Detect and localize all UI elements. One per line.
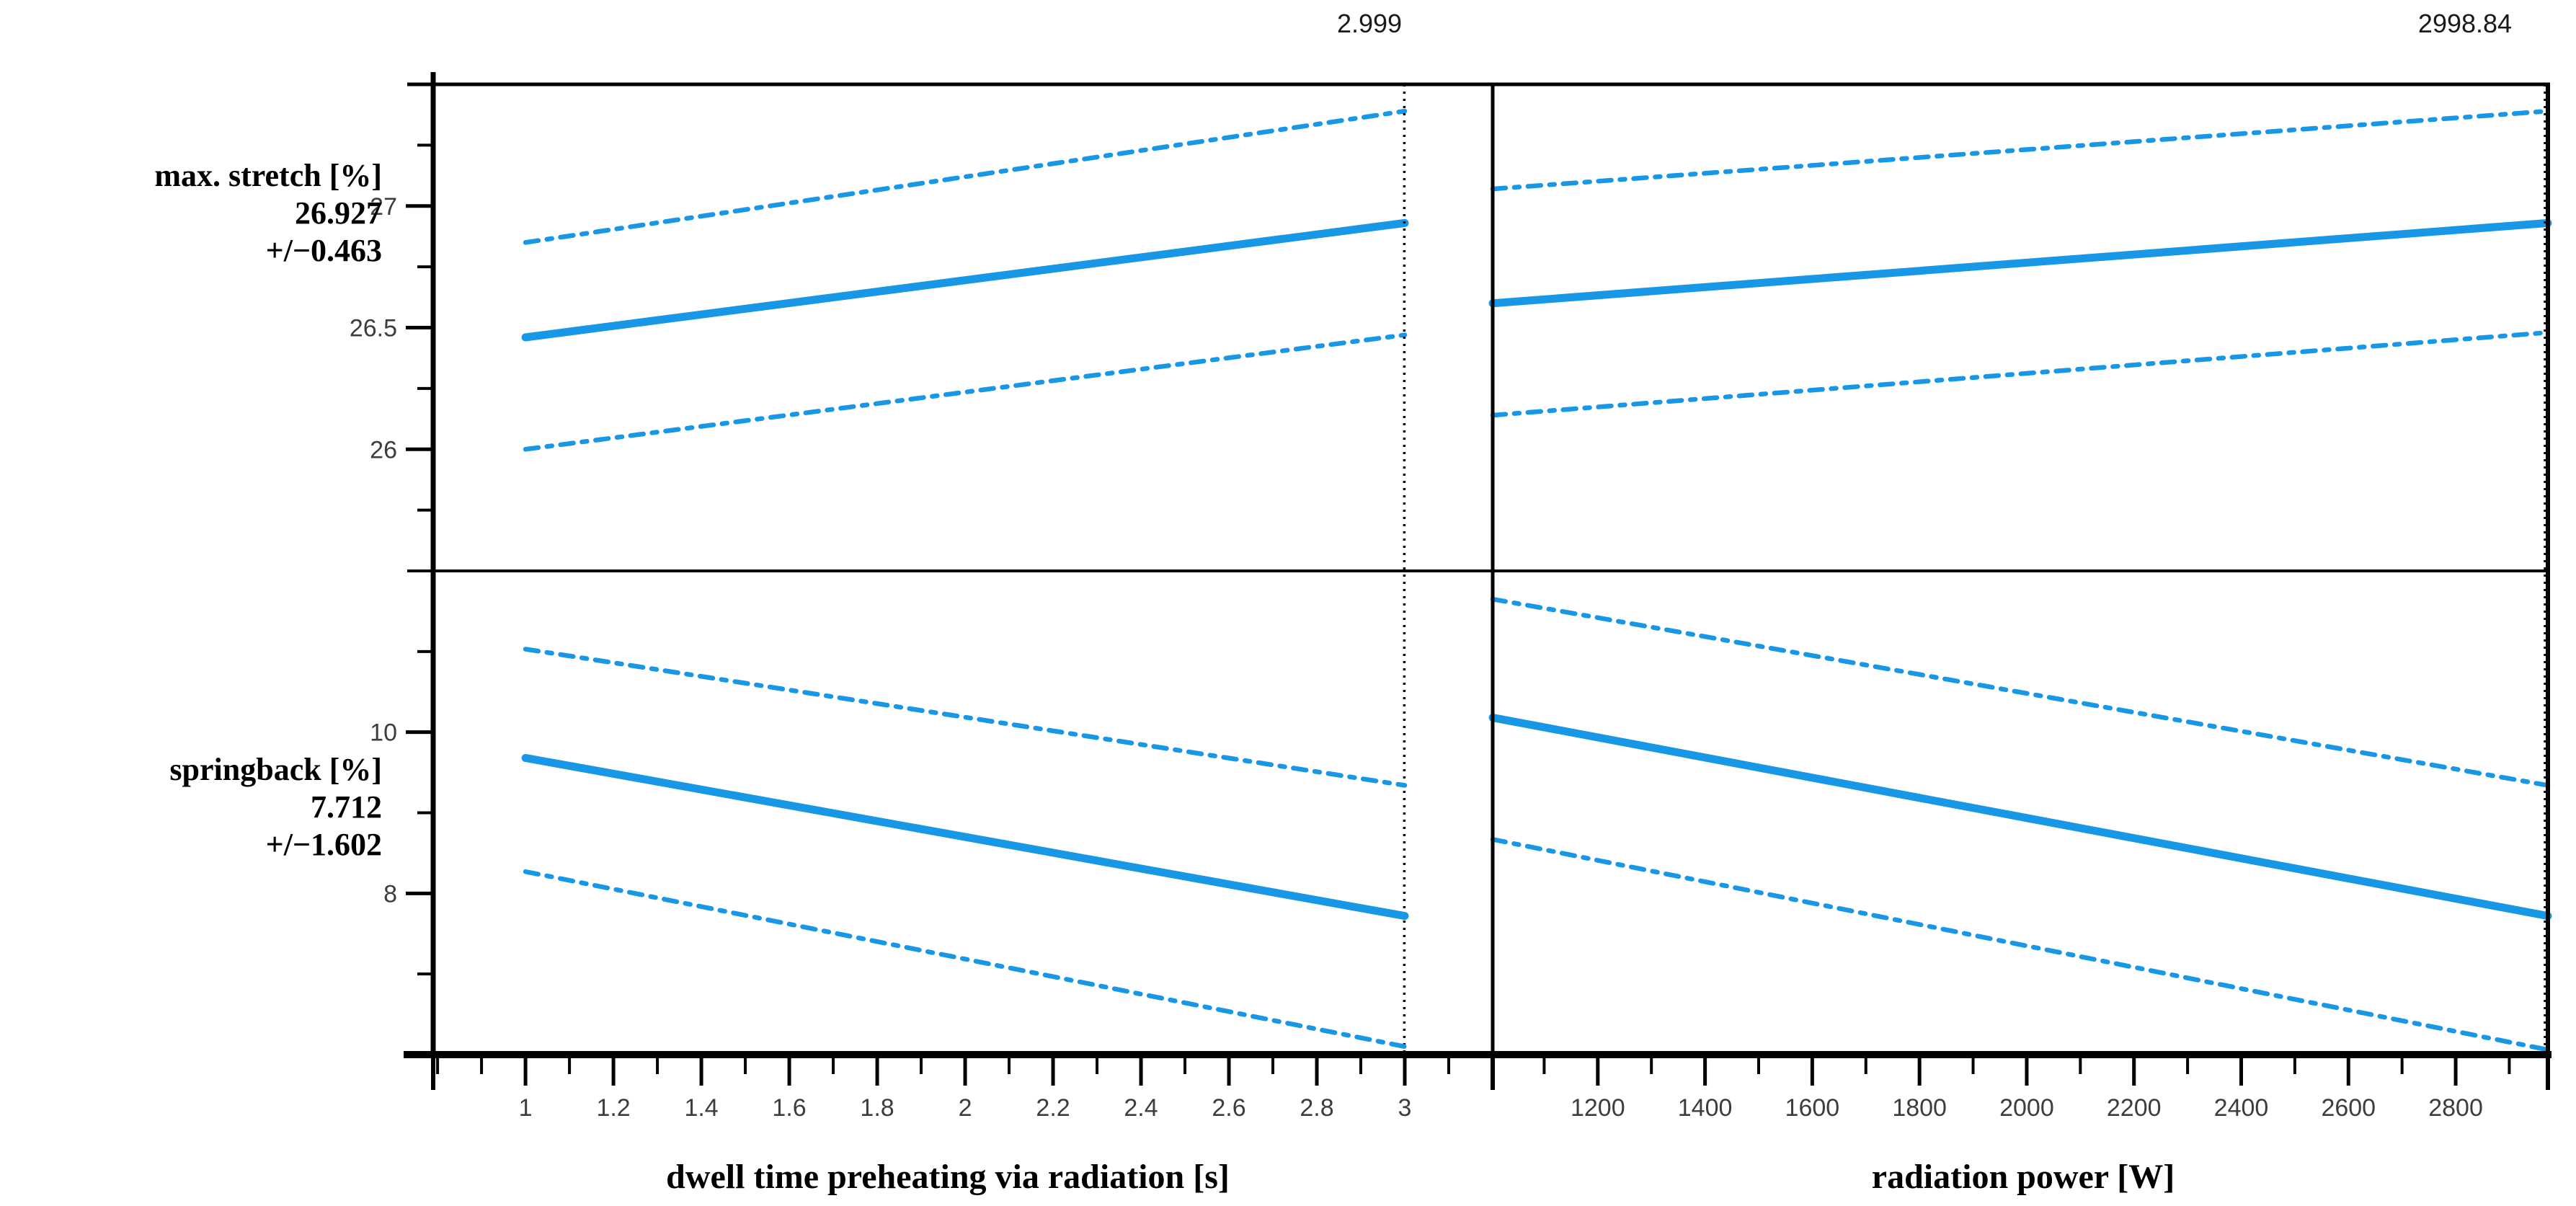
response-name-springback: springback [%] <box>169 752 382 787</box>
x-tick-label: 1.4 <box>684 1094 718 1122</box>
axes-layer: 26 26.5 27 8 10 1 1.2 1.4 1.6 1.8 2 2.2 2.4 2.6 2.8 3 12… <box>350 143 2550 1122</box>
x-tick-label: 1200 <box>1571 1094 1625 1122</box>
y-tick-label: 26 <box>370 436 397 464</box>
x-tick-label: 1600 <box>1785 1094 1840 1122</box>
lower-ci-curve <box>523 869 1408 1050</box>
upper-ci-curve <box>1490 596 2551 788</box>
prediction-curve <box>1488 714 2552 921</box>
upper-ci-curve <box>1490 108 2551 192</box>
response-value-springback: 7.712 <box>311 789 382 825</box>
x-tick-label: 2200 <box>2107 1094 2162 1122</box>
x-axis-title-radiation-power: radiation power [W] <box>1872 1158 2175 1196</box>
prediction-curve <box>1488 218 2552 308</box>
x-tick-label: 1.6 <box>772 1094 806 1122</box>
prediction-curve <box>521 753 1409 921</box>
lower-ci-curve <box>523 332 1408 452</box>
x-tick-label: 2400 <box>2214 1094 2269 1122</box>
current-value-radiation-power: 2998.84 <box>2418 9 2512 38</box>
y-tick-label: 27 <box>370 193 397 221</box>
response-tolerance-max-stretch: +/−0.463 <box>266 233 382 268</box>
prediction-curve <box>521 218 1409 342</box>
x-axis-title-dwell-time: dwell time preheating via radiation [s] <box>666 1158 1230 1196</box>
x-tick-label: 2.8 <box>1300 1094 1333 1122</box>
response-name-max-stretch: max. stretch [%] <box>154 158 382 193</box>
lower-ci-curve <box>1490 330 2551 418</box>
y-tick-label: 8 <box>383 880 397 908</box>
x-tick-label: 3 <box>1398 1094 1412 1122</box>
y-tick-label: 26.5 <box>350 315 397 342</box>
upper-ci-curve <box>523 108 1408 245</box>
x-tick-label: 1400 <box>1678 1094 1733 1122</box>
y-tick-label: 10 <box>370 719 397 747</box>
x-tick-label: 2000 <box>1999 1094 2054 1122</box>
upper-ci-curve <box>523 647 1408 788</box>
x-tick-label: 2 <box>959 1094 972 1122</box>
lower-ci-curve <box>1490 837 2551 1052</box>
x-tick-label: 1800 <box>1892 1094 1947 1122</box>
x-tick-label: 2800 <box>2428 1094 2483 1122</box>
x-tick-label: 2.6 <box>1212 1094 1245 1122</box>
x-tick-label: 2600 <box>2321 1094 2376 1122</box>
curves-layer <box>521 84 2552 1055</box>
x-tick-label: 1.8 <box>860 1094 894 1122</box>
x-tick-label: 1.2 <box>596 1094 630 1122</box>
response-value-max-stretch: 26.927 <box>295 195 382 231</box>
response-tolerance-springback: +/−1.602 <box>266 827 382 862</box>
x-tick-label: 2.4 <box>1124 1094 1158 1122</box>
current-value-dwell-time: 2.999 <box>1337 9 1402 38</box>
x-tick-label: 1 <box>519 1094 533 1122</box>
x-tick-label: 2.2 <box>1036 1094 1070 1122</box>
